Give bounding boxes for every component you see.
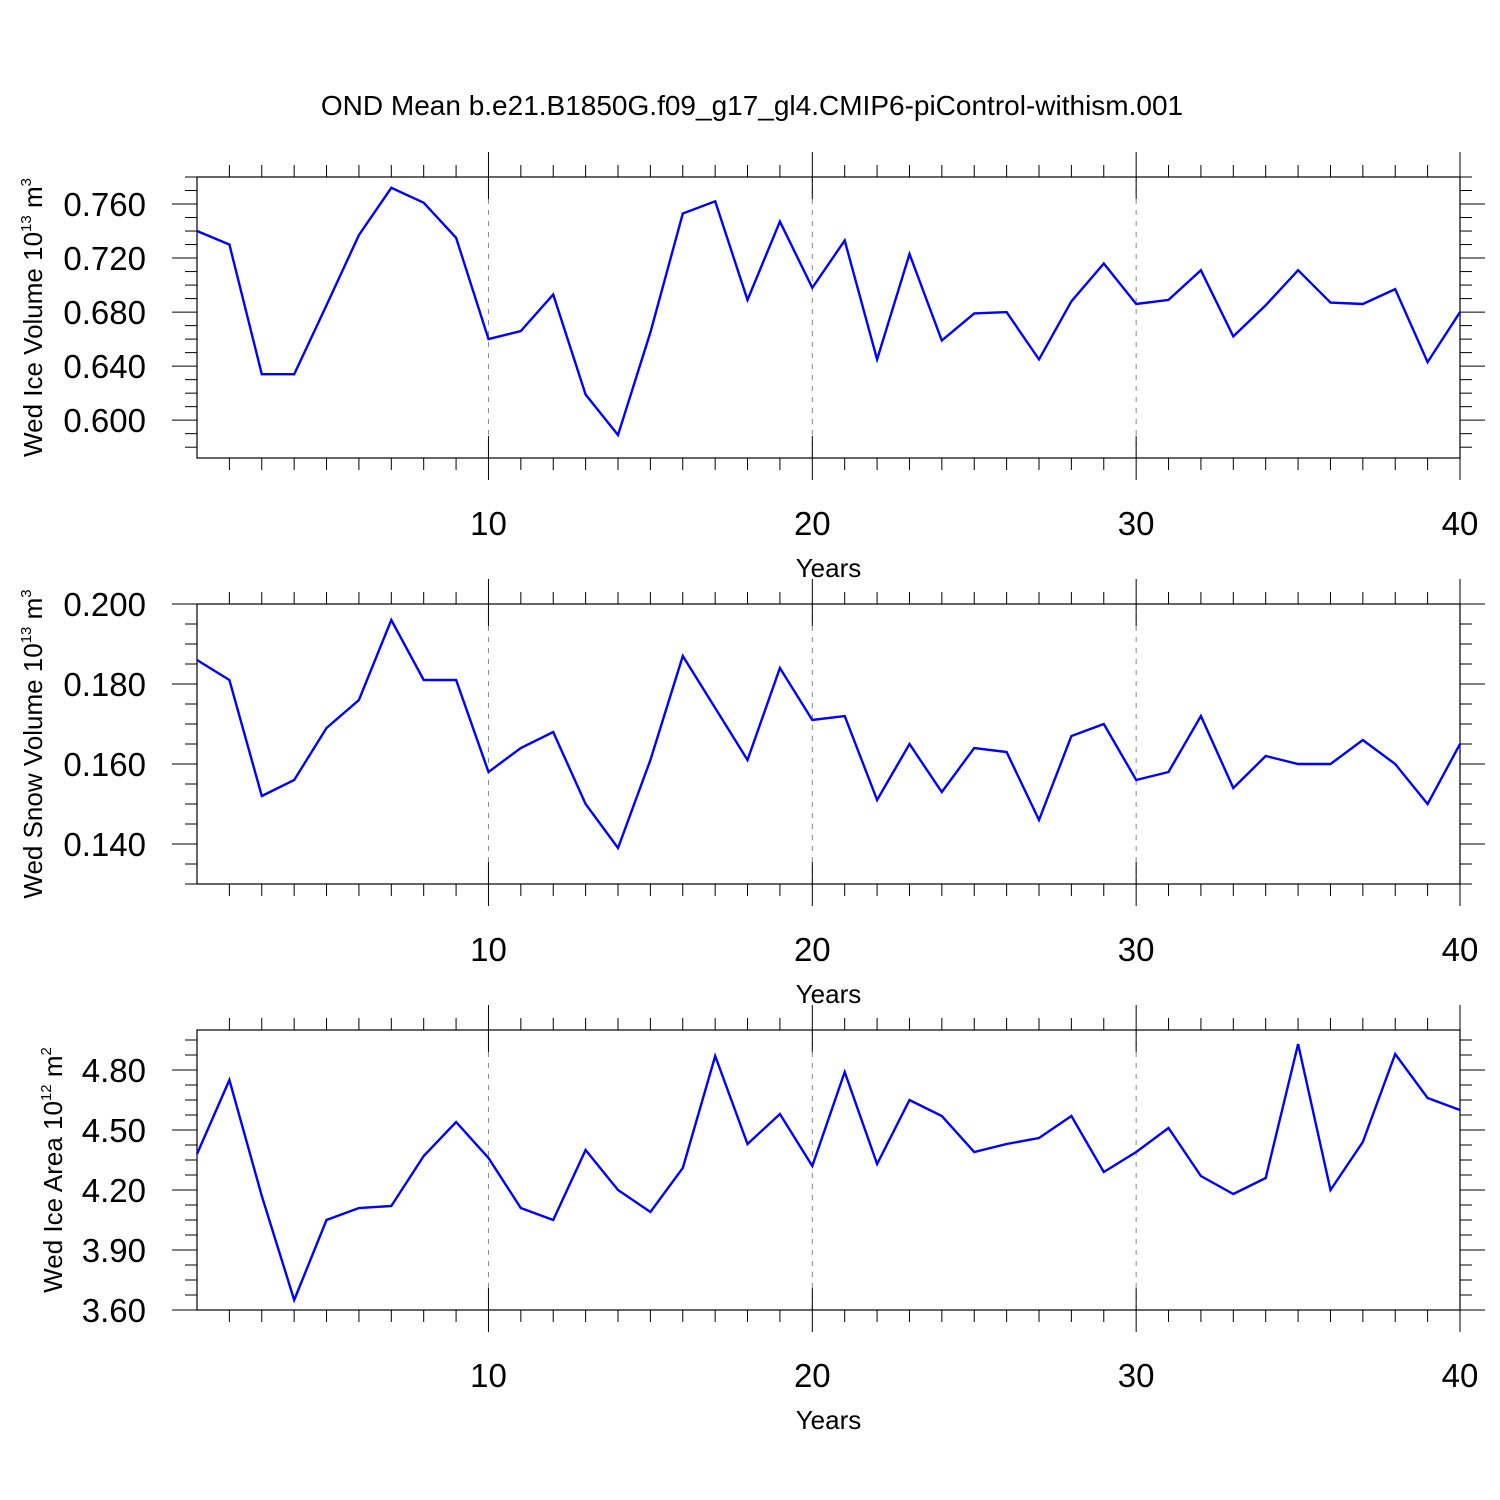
figure-title: OND Mean b.e21.B1850G.f09_g17_gl4.CMIP6-…	[321, 90, 1183, 121]
series-line	[196, 186, 1462, 438]
x-axis-title: Years	[796, 979, 862, 1009]
y-tick-label: 4.20	[82, 1172, 146, 1209]
y-axis-title-unit-exponent: 3	[18, 589, 35, 597]
y-tick-label: 0.180	[63, 666, 146, 703]
y-tick-label: 0.720	[63, 240, 146, 277]
x-tick-label: 20	[794, 505, 831, 542]
y-axis-title: Wed Snow Volume 1013 m3	[18, 589, 48, 898]
x-axis-title: Years	[796, 553, 862, 583]
x-tick-label: 10	[470, 505, 507, 542]
x-tick-label: 20	[794, 1357, 831, 1394]
y-tick-label: 0.640	[63, 348, 146, 385]
y-tick-label: 0.160	[63, 746, 146, 783]
y-axis-title-unit: m	[18, 598, 48, 627]
y-axis-title: Wed Ice Area 1012 m2	[38, 1047, 68, 1293]
y-axis-title-text: Wed Ice Area 10	[38, 1101, 68, 1293]
y-tick-label: 4.50	[82, 1112, 146, 1149]
series-line	[196, 617, 1462, 851]
x-tick-label: 10	[470, 931, 507, 968]
series-line	[195, 1043, 1461, 1304]
y-tick-label: 0.140	[63, 826, 146, 863]
x-tick-label: 20	[794, 931, 831, 968]
x-tick-label: 40	[1442, 1357, 1479, 1394]
y-axis-title-text: Wed Ice Volume 10	[18, 232, 48, 457]
y-tick-label: 0.680	[63, 294, 146, 331]
y-tick-label: 0.600	[63, 402, 146, 439]
chart-panel-1: 10 20 30 40 0.600 0.640 0.680 0.720 0.760 Years We…	[18, 152, 1485, 583]
y-tick-label: 0.760	[63, 186, 146, 223]
y-tick-label: 3.90	[82, 1232, 146, 1269]
x-tick-label: 40	[1442, 931, 1479, 968]
y-axis-title-text: Wed Snow Volume 10	[18, 643, 48, 898]
y-tick-label: 3.60	[82, 1292, 146, 1329]
x-tick-label: 40	[1442, 505, 1479, 542]
x-axis-title: Years	[796, 1405, 862, 1435]
x-tick-label: 30	[1118, 931, 1155, 968]
y-tick-label: 4.80	[82, 1052, 146, 1089]
y-axis-title-unit: m	[18, 186, 48, 215]
y-axis-title: Wed Ice Volume 1013 m3	[18, 178, 48, 457]
x-tick-label: 30	[1118, 505, 1155, 542]
chart-panel-2: 10 20 30 40 0.140 0.160 0.180 0.200 Years Wed Sno…	[18, 579, 1485, 1009]
y-axis-title-exponent: 13	[18, 627, 35, 644]
y-axis-title-unit: m	[38, 1056, 68, 1085]
plot-frame	[196, 603, 1461, 885]
y-axis-title-exponent: 12	[38, 1084, 55, 1101]
y-axis-title-unit-exponent: 3	[18, 178, 35, 186]
y-tick-label: 0.200	[63, 586, 146, 623]
plot-frame	[196, 1029, 1461, 1311]
plot-frame	[196, 176, 1461, 459]
x-tick-label: 30	[1118, 1357, 1155, 1394]
chart-panel-3: 10 20 30 40 3.60 3.90 4.20 4.50 4.80 Years Wed Ice…	[38, 1005, 1485, 1435]
x-tick-label: 10	[470, 1357, 507, 1394]
y-axis-title-exponent: 13	[18, 215, 35, 232]
panels: 10 20 30 40 0.600 0.640 0.680 0.720 0.760 Years We…	[18, 152, 1485, 1435]
y-axis-title-unit-exponent: 2	[38, 1047, 55, 1055]
